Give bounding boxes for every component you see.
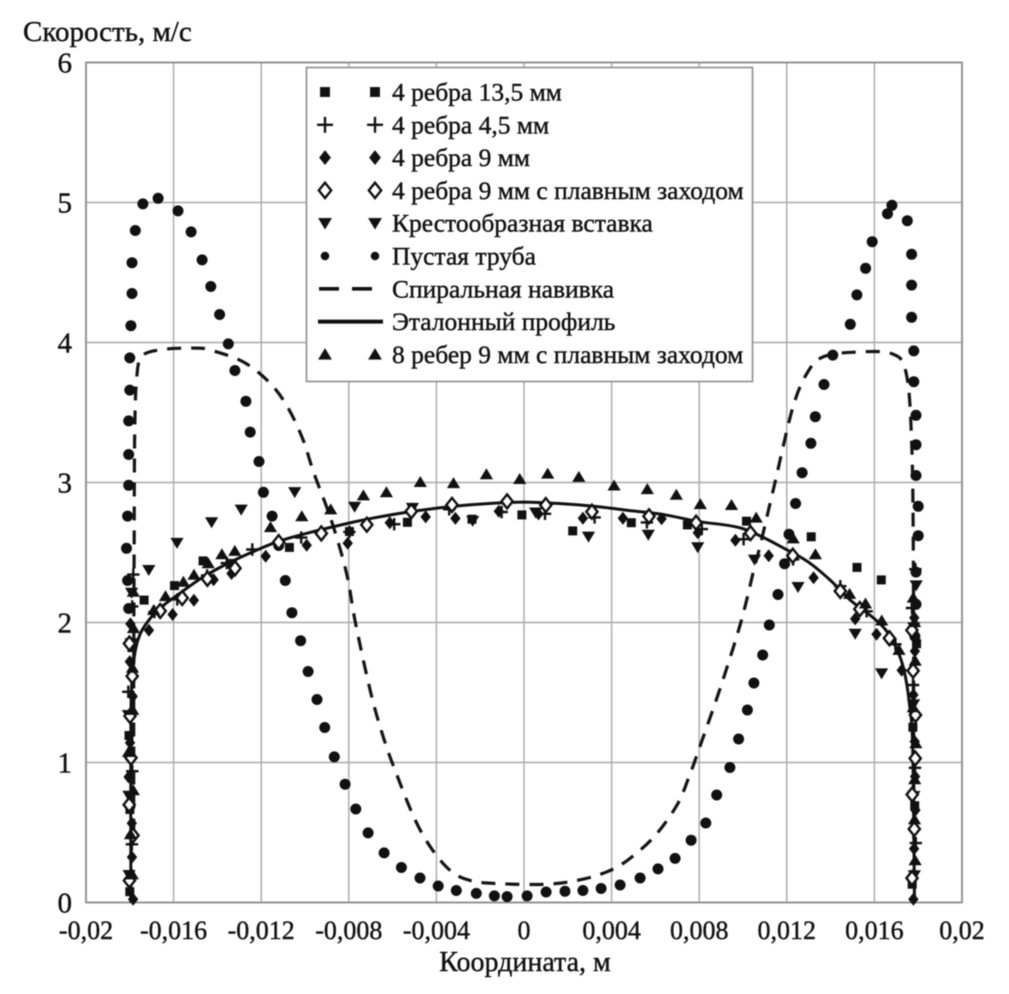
svg-text:4 ребра 4,5 мм: 4 ребра 4,5 мм bbox=[392, 110, 549, 139]
svg-text:0,016: 0,016 bbox=[845, 916, 904, 945]
svg-text:Эталонный профиль: Эталонный профиль bbox=[392, 307, 615, 336]
svg-text:-0,008: -0,008 bbox=[315, 916, 382, 945]
svg-text:3: 3 bbox=[58, 468, 73, 500]
svg-text:0: 0 bbox=[58, 888, 73, 920]
svg-text:Скорость, м/с: Скорость, м/с bbox=[23, 16, 192, 48]
svg-text:4 ребра 9 мм: 4 ребра 9 мм bbox=[392, 143, 530, 172]
svg-text:8 ребер 9 мм с плавным заходом: 8 ребер 9 мм с плавным заходом bbox=[392, 340, 743, 369]
svg-text:4 ребра 13,5 мм: 4 ребра 13,5 мм bbox=[392, 78, 562, 107]
svg-text:Пустая труба: Пустая труба bbox=[392, 242, 536, 271]
svg-text:5: 5 bbox=[58, 188, 73, 220]
svg-text:2: 2 bbox=[58, 608, 73, 640]
svg-text:-0,016: -0,016 bbox=[140, 916, 207, 945]
svg-text:0,004: 0,004 bbox=[582, 916, 641, 945]
svg-text:-0,004: -0,004 bbox=[403, 916, 470, 945]
svg-text:-0,012: -0,012 bbox=[228, 916, 295, 945]
svg-text:0,008: 0,008 bbox=[670, 916, 729, 945]
svg-text:1: 1 bbox=[58, 748, 73, 780]
svg-text:-0,02: -0,02 bbox=[59, 916, 113, 945]
svg-text:0,012: 0,012 bbox=[758, 916, 817, 945]
svg-text:Крестообразная вставка: Крестообразная вставка bbox=[392, 209, 653, 238]
svg-text:4 ребра 9 мм с плавным заходом: 4 ребра 9 мм с плавным заходом bbox=[392, 176, 744, 205]
svg-text:0,02: 0,02 bbox=[939, 916, 985, 945]
svg-text:4: 4 bbox=[58, 328, 73, 360]
svg-text:0: 0 bbox=[518, 916, 531, 945]
svg-text:Координата, м: Координата, м bbox=[439, 947, 611, 978]
svg-text:Спиральная навивка: Спиральная навивка bbox=[392, 274, 614, 303]
svg-text:6: 6 bbox=[58, 48, 73, 80]
